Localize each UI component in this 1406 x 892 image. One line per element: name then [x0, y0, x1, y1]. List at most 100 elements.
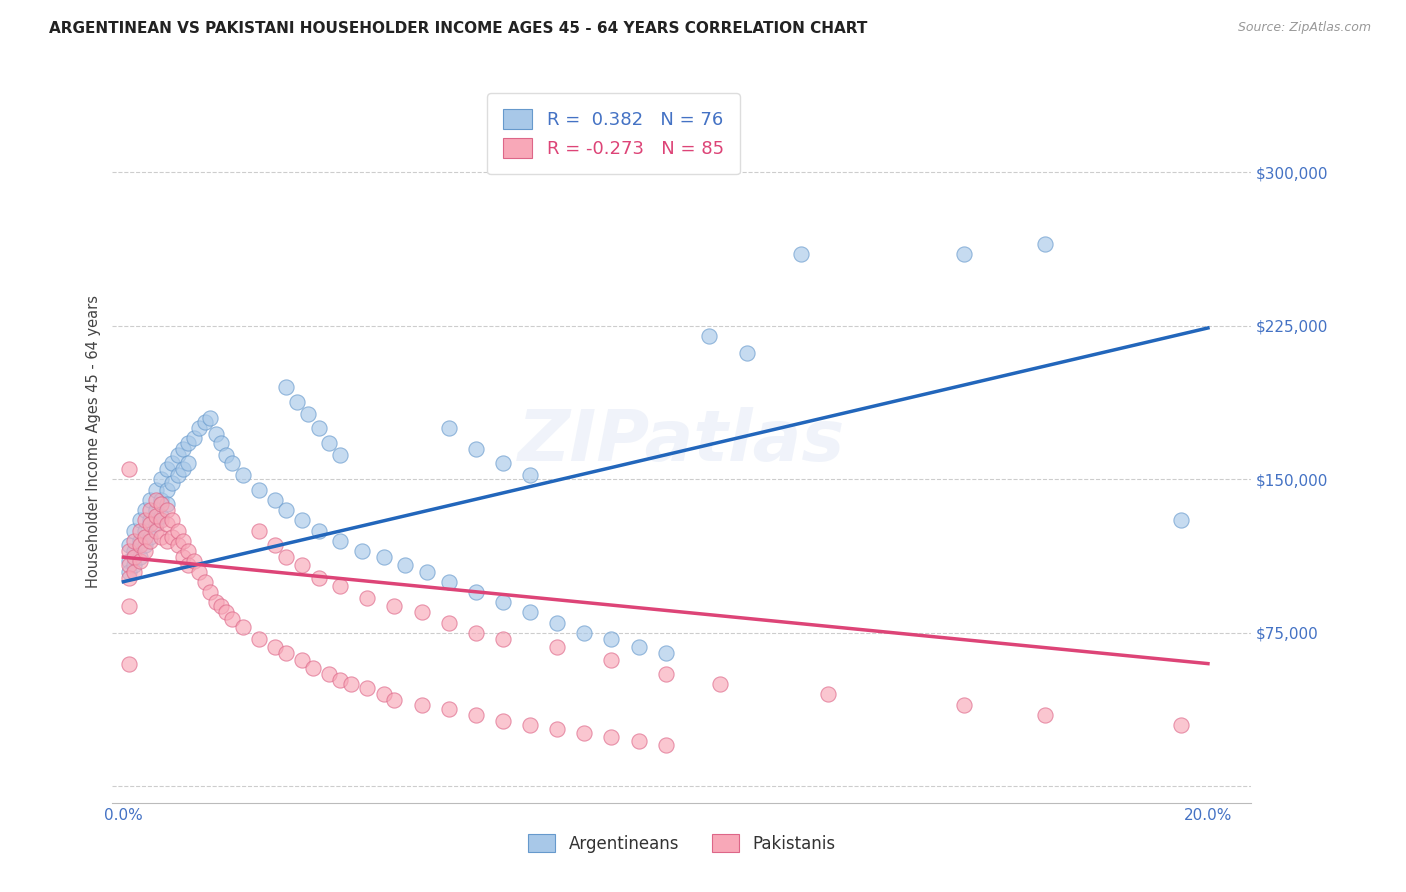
Point	[150, 492, 173, 507]
Point	[274, 550, 297, 565]
Point	[274, 380, 297, 394]
Point	[394, 558, 416, 573]
Point	[654, 739, 676, 753]
Point	[139, 530, 162, 544]
Point	[209, 435, 232, 450]
Point	[122, 550, 145, 565]
Point	[128, 554, 150, 568]
Point	[464, 442, 486, 456]
Point	[118, 657, 141, 671]
Point	[209, 599, 232, 614]
Point	[118, 544, 141, 558]
Point	[156, 533, 179, 548]
Point	[145, 517, 167, 532]
Point	[221, 456, 243, 470]
Point	[118, 538, 141, 552]
Point	[166, 468, 188, 483]
Point	[546, 640, 568, 655]
Point	[134, 513, 156, 527]
Point	[264, 492, 287, 507]
Point	[194, 574, 217, 589]
Point	[1170, 718, 1192, 732]
Point	[156, 462, 179, 476]
Point	[318, 666, 340, 681]
Point	[215, 606, 238, 620]
Point	[118, 565, 141, 579]
Point	[188, 565, 211, 579]
Point	[118, 558, 141, 573]
Point	[247, 524, 270, 538]
Point	[150, 513, 173, 527]
Point	[274, 646, 297, 660]
Point	[329, 533, 352, 548]
Point	[177, 435, 200, 450]
Point	[183, 554, 205, 568]
Point	[492, 456, 515, 470]
Point	[188, 421, 211, 435]
Point	[134, 524, 156, 538]
Point	[384, 693, 406, 707]
Point	[411, 606, 433, 620]
Point	[139, 503, 162, 517]
Point	[156, 517, 179, 532]
Point	[150, 497, 173, 511]
Point	[356, 591, 378, 606]
Point	[128, 538, 150, 552]
Point	[134, 538, 156, 552]
Point	[308, 571, 330, 585]
Point	[329, 673, 352, 687]
Point	[177, 544, 200, 558]
Point	[356, 681, 378, 696]
Point	[546, 615, 568, 630]
Point	[139, 517, 162, 532]
Point	[308, 421, 330, 435]
Point	[134, 503, 156, 517]
Point	[1033, 707, 1056, 722]
Point	[172, 442, 194, 456]
Point	[166, 448, 188, 462]
Point	[150, 530, 173, 544]
Point	[134, 530, 156, 544]
Point	[574, 626, 596, 640]
Point	[291, 652, 314, 666]
Point	[247, 483, 270, 497]
Point	[145, 509, 167, 524]
Point	[546, 722, 568, 736]
Point	[329, 448, 352, 462]
Point	[492, 714, 515, 728]
Point	[204, 427, 226, 442]
Point	[437, 421, 460, 435]
Point	[437, 615, 460, 630]
Point	[464, 626, 486, 640]
Point	[183, 432, 205, 446]
Point	[340, 677, 363, 691]
Point	[122, 544, 145, 558]
Point	[160, 456, 183, 470]
Point	[697, 329, 720, 343]
Point	[232, 468, 254, 483]
Point	[122, 533, 145, 548]
Point	[156, 497, 179, 511]
Point	[247, 632, 270, 646]
Point	[122, 565, 145, 579]
Text: ZIPatlas: ZIPatlas	[519, 407, 845, 476]
Point	[329, 579, 352, 593]
Point	[150, 509, 173, 524]
Point	[118, 554, 141, 568]
Point	[215, 448, 238, 462]
Point	[118, 571, 141, 585]
Point	[156, 483, 179, 497]
Point	[411, 698, 433, 712]
Point	[654, 666, 676, 681]
Point	[308, 524, 330, 538]
Text: ARGENTINEAN VS PAKISTANI HOUSEHOLDER INCOME AGES 45 - 64 YEARS CORRELATION CHART: ARGENTINEAN VS PAKISTANI HOUSEHOLDER INC…	[49, 21, 868, 36]
Point	[953, 698, 976, 712]
Point	[437, 701, 460, 715]
Point	[790, 247, 813, 261]
Point	[194, 415, 217, 429]
Point	[600, 731, 623, 745]
Point	[264, 640, 287, 655]
Point	[166, 524, 188, 538]
Point	[519, 606, 541, 620]
Point	[416, 565, 439, 579]
